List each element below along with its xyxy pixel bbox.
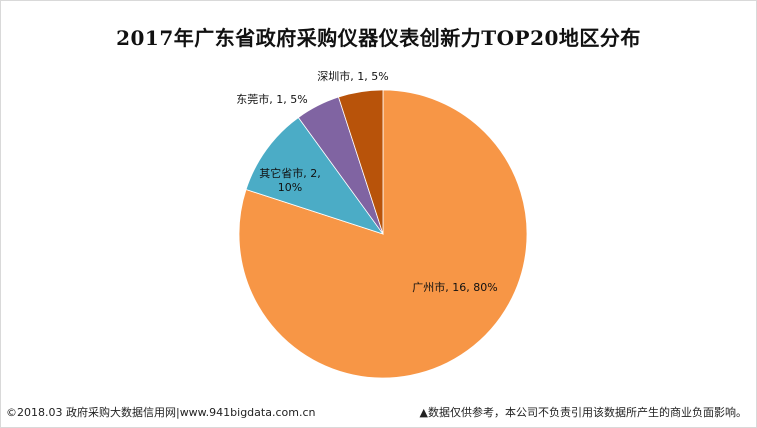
chart-title: 2017年广东省政府采购仪器仪表创新力TOP20地区分布 (116, 26, 641, 50)
slice-shenzhen (337, 89, 384, 235)
footer-disclaimer: ▲数据仅供参考，本公司不负责引用该数据所产生的商业负面影响。 (419, 406, 747, 419)
label-guangzhou: 广州市, 16, 80% (412, 280, 497, 294)
label-dongguan: 东莞市, 1, 5% (236, 92, 307, 106)
label-other-provinces: 其它省市, 2, 10% (259, 166, 321, 194)
slice-other-provinces (245, 116, 385, 235)
label-shenzhen: 深圳市, 1, 5% (317, 69, 388, 83)
footer-source: ©2018.03 政府采购大数据信用网|www.941bigdata.com.c… (6, 406, 316, 419)
